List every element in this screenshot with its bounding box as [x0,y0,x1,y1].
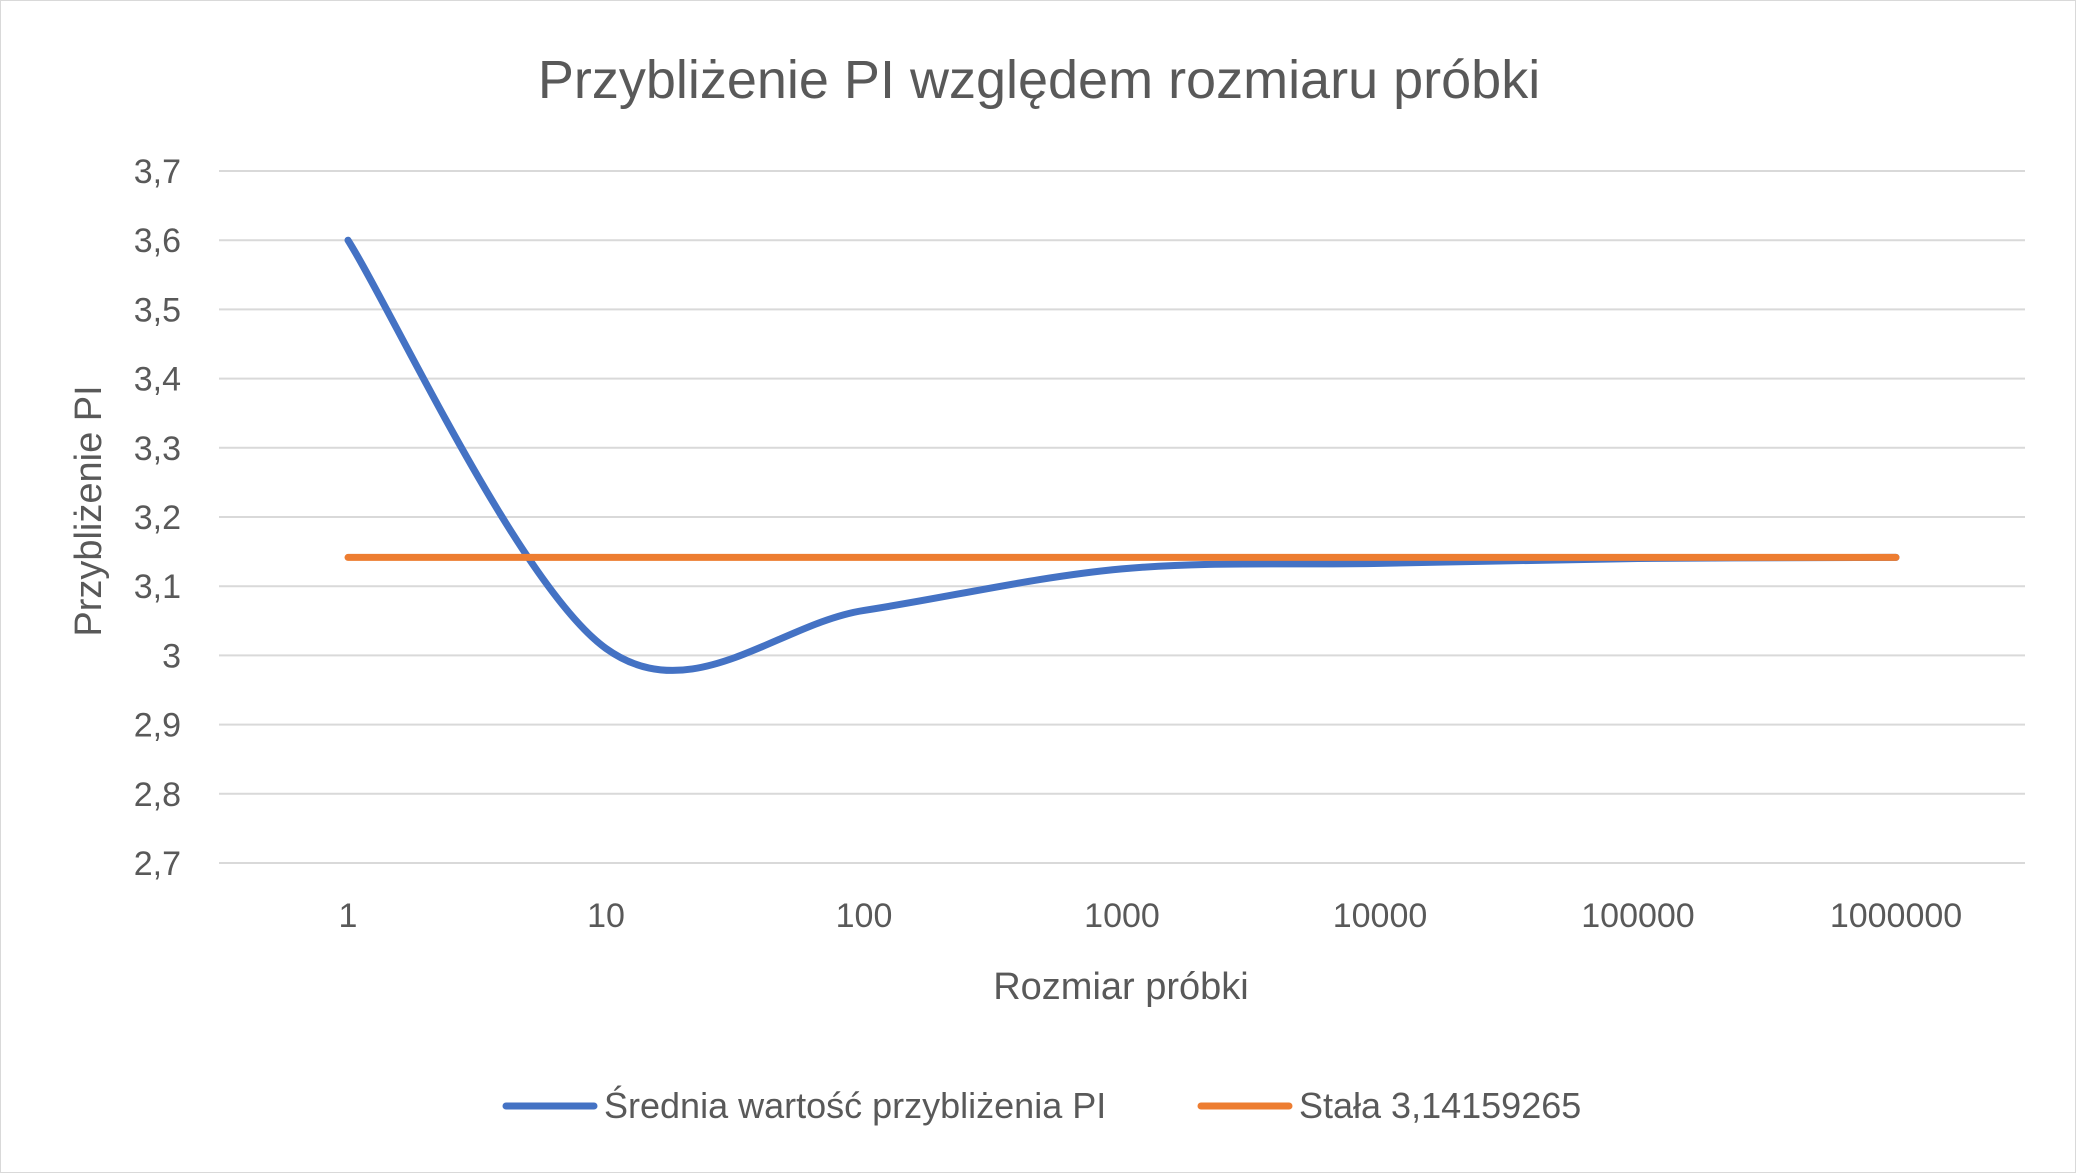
x-tick-label: 10000 [1333,897,1428,935]
x-axis-title: Rozmiar próbki [993,966,1249,1008]
y-tick-label: 3 [162,637,181,675]
y-tick-label: 3,3 [134,430,181,468]
x-tick-label: 100 [836,897,893,935]
y-axis-title: Przybliżenie PI [68,385,110,636]
y-tick-label: 3,6 [134,222,181,260]
series-lines [344,236,1900,674]
y-tick-label: 3,5 [134,291,181,329]
y-tick-label: 3,2 [134,499,181,537]
gridlines [219,170,2025,864]
x-tick-label: 1000 [1084,897,1160,935]
x-tick-label: 10 [587,897,625,935]
y-tick-label: 3,7 [134,153,181,191]
x-axis-ticks: 1 10 100 1000 10000 100000 1000000 [339,897,1963,935]
legend-label: Stała 3,14159265 [1299,1085,1581,1126]
y-tick-label: 2,7 [134,845,181,883]
y-tick-label: 3,4 [134,361,181,399]
y-tick-label: 2,8 [134,776,181,814]
x-tick-label: 1 [339,897,358,935]
x-tick-label: 1000000 [1830,897,1962,935]
legend: Średnia wartość przybliżenia PI Stała 3,1… [502,1084,1581,1126]
chart-title: Przybliżenie PI względem rozmiaru próbki [538,50,1540,110]
y-tick-label: 2,9 [134,707,181,745]
y-tick-label: 3,1 [134,568,181,606]
series-line-1 [344,236,1900,674]
x-tick-label: 100000 [1581,897,1694,935]
legend-label: Średnia wartość przybliżenia PI [604,1084,1106,1126]
y-axis-ticks: 3,7 3,6 3,5 3,4 3,3 3,2 3,1 3 2,9 2,8 2,7 [134,153,181,883]
